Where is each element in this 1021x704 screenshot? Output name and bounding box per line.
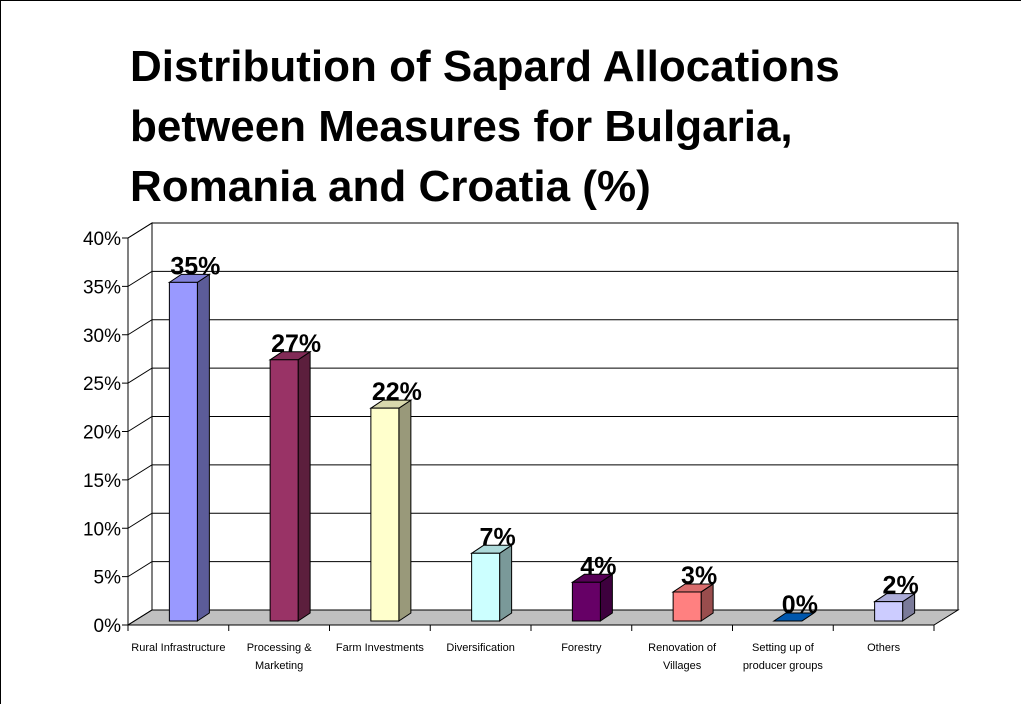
- x-tick-label-line: Others: [867, 642, 901, 654]
- y-tick-label: 10%: [83, 519, 121, 540]
- bar-top: [772, 612, 816, 622]
- x-tick-label-line: Setting up of: [752, 642, 815, 654]
- x-tick-label-line: Renovation of: [648, 642, 717, 654]
- bar-side: [297, 350, 311, 622]
- x-tick-label-line: Forestry: [561, 642, 602, 654]
- y-tick-label: 25%: [83, 374, 121, 395]
- grid-line: [127, 319, 958, 336]
- chart-title: between Measures for Bulgaria,: [130, 102, 793, 151]
- x-tick-label-line: Rural Infrastructure: [131, 642, 225, 654]
- grid-line: [127, 416, 958, 432]
- grid-line: [127, 464, 958, 481]
- bar-side: [398, 399, 412, 622]
- x-tick-label: Rural Infrastructure: [131, 642, 225, 654]
- chart-title: Romania and Croatia (%): [130, 162, 651, 211]
- bar-front: [471, 552, 501, 622]
- bar-front: [370, 407, 400, 622]
- x-tick-label: Processing & Marketing: [247, 642, 312, 672]
- data-label: 35%: [170, 252, 220, 280]
- data-label: 22%: [372, 378, 422, 406]
- y-tick-label: 40%: [83, 229, 121, 250]
- chart-title: Distribution of Sapard Allocations: [130, 42, 840, 91]
- data-label: 4%: [580, 552, 616, 580]
- x-tick-label: Setting up of producer groups: [743, 642, 824, 672]
- bar: [469, 544, 514, 622]
- y-tick-label: 30%: [83, 326, 121, 347]
- grid-line: [127, 512, 958, 529]
- y-tick-label: 5%: [94, 568, 122, 589]
- bar: [671, 583, 715, 622]
- y-tick-label: 15%: [83, 471, 121, 492]
- bar: [268, 350, 312, 622]
- x-tick-label-line: Marketing: [255, 660, 303, 672]
- x-tick-label-line: Diversification: [446, 642, 514, 654]
- bar-side: [499, 544, 513, 622]
- data-label: 0%: [782, 591, 818, 619]
- bar: [369, 399, 413, 622]
- bar: [772, 612, 816, 622]
- bar: [167, 273, 212, 622]
- x-tick-label: Forestry: [561, 642, 602, 654]
- x-tick-label: Farm Investments: [336, 642, 425, 654]
- y-tick-label: 0%: [94, 616, 122, 637]
- x-tick-label-line: Farm Investments: [336, 642, 425, 654]
- x-tick-label-line: Villages: [663, 660, 702, 672]
- grid-line: [127, 561, 958, 578]
- bar-front: [269, 359, 299, 622]
- x-tick-label-line: producer groups: [743, 660, 824, 672]
- data-label: 7%: [480, 523, 516, 551]
- x-tick-label: Renovation of Villages: [648, 642, 717, 672]
- bar-side: [196, 273, 210, 622]
- floor: [126, 609, 960, 626]
- data-label: 2%: [883, 572, 919, 600]
- bar-front: [571, 581, 601, 622]
- y-tick-label: 35%: [83, 277, 121, 298]
- bar: [570, 573, 615, 622]
- y-tick-label: 20%: [83, 423, 121, 444]
- bar-front: [874, 601, 904, 622]
- data-label: 3%: [681, 562, 717, 590]
- bar: [872, 592, 917, 622]
- bar-front: [672, 591, 702, 622]
- grid-line: [127, 367, 958, 384]
- bar-front: [168, 281, 198, 622]
- x-tick-label: Others: [867, 642, 901, 654]
- x-tick-label: Diversification: [446, 642, 514, 654]
- grid-line: [127, 222, 958, 239]
- x-tick-label-line: Processing &: [247, 642, 312, 654]
- data-label: 27%: [271, 330, 321, 358]
- grid-line: [127, 270, 958, 287]
